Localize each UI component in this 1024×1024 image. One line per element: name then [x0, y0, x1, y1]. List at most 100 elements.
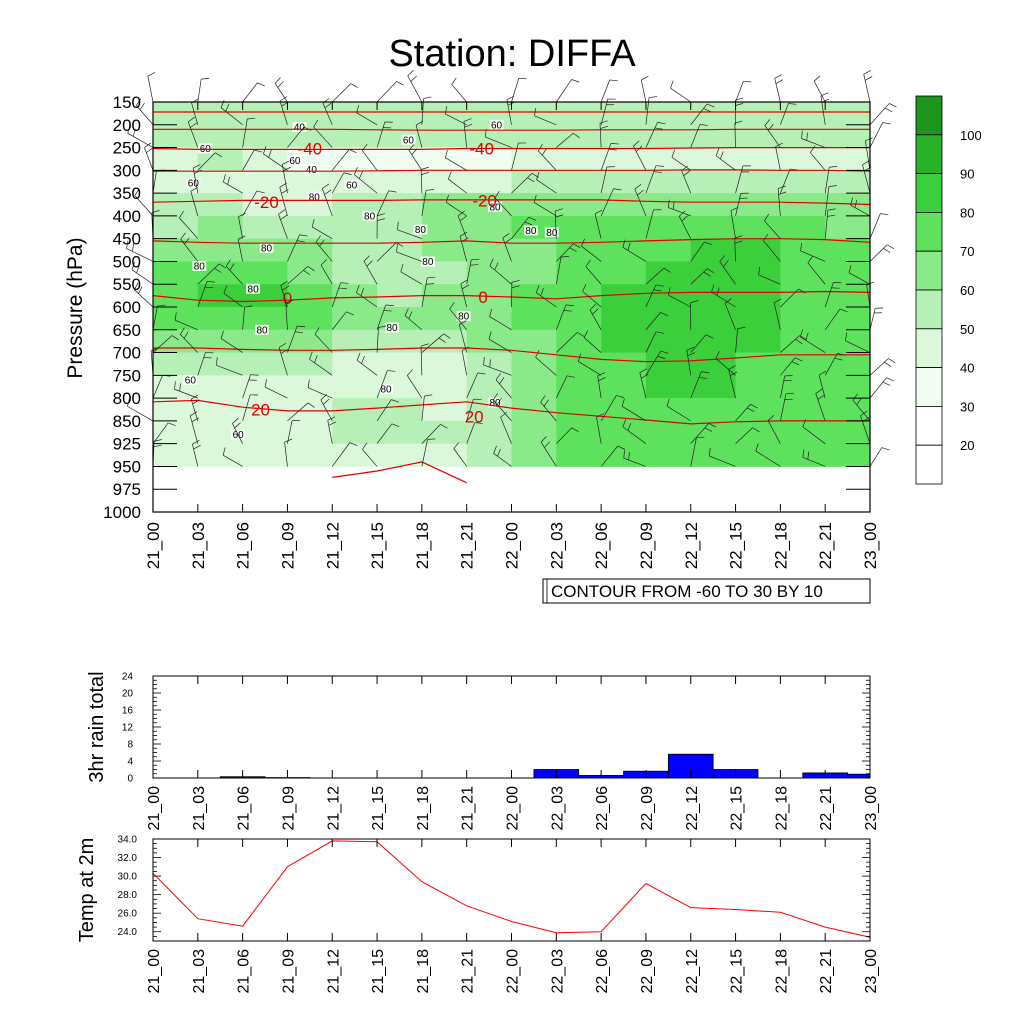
wind-barb [242, 149, 263, 171]
time-tick-label: 21_12 [325, 786, 342, 831]
pressure-tick-label: 850 [113, 412, 141, 431]
wind-barb [126, 240, 154, 262]
time-tick-label: 22_18 [773, 786, 790, 831]
humidity-cell [556, 193, 602, 217]
wind-barb [535, 285, 557, 308]
svg-text:40: 40 [306, 165, 318, 176]
humidity-contour-label: 80 [379, 384, 394, 396]
humidity-cell [197, 398, 244, 422]
time-tick: 22_15 [727, 102, 746, 569]
humidity-cell [377, 147, 423, 171]
time-tick-label: 21_00 [146, 786, 163, 831]
pressure-tick: 500 [113, 252, 870, 271]
temperature-contour [152, 238, 871, 244]
temp2m-y-tick-label: 30.0 [118, 872, 138, 883]
time-tick-label: 22_21 [818, 786, 835, 831]
wind-barb [376, 304, 394, 330]
time-tick-label: 21_06 [236, 786, 253, 831]
time-tick-label: 21_03 [189, 522, 208, 569]
pressure-tick-label: 200 [113, 116, 141, 135]
wind-barb [242, 117, 256, 148]
wind-barb [540, 395, 557, 422]
colorbar-label: 50 [960, 322, 974, 337]
pressure-tick: 950 [113, 457, 870, 476]
humidity-cell [556, 170, 602, 194]
wind-barb [824, 308, 848, 330]
colorbar-label: 20 [960, 438, 974, 453]
humidity-cell [556, 147, 602, 171]
humidity-cell [511, 329, 557, 353]
wind-barb [353, 167, 378, 194]
svg-text:-20: -20 [254, 193, 279, 212]
humidity-cell [197, 215, 244, 240]
wind-barb [511, 216, 537, 239]
colorbar-box [915, 134, 943, 175]
sounding-time-section: 40 40 60 60 60 60 60 60 80 80 80 80 80 80 80 80 80 80 80 80… [103, 70, 897, 569]
wind-barb [681, 165, 692, 194]
time-tick: 22_12 [682, 102, 701, 569]
wind-barb [376, 121, 393, 148]
wind-barb [755, 443, 781, 467]
wind-barb [540, 436, 557, 467]
temp2m-line [152, 840, 871, 938]
wind-barb [309, 351, 333, 376]
humidity-cell [690, 193, 736, 217]
humidity-cell [287, 307, 333, 331]
pressure-tick: 700 [113, 344, 870, 363]
humidity-contour-label: 80 [456, 311, 471, 323]
time-tick-label: 22_18 [771, 522, 790, 569]
temperature-contour [153, 347, 870, 363]
wind-barb [320, 394, 333, 422]
wind-barb [264, 379, 288, 399]
time-tick: 22_00 [505, 676, 522, 831]
wind-barb [511, 78, 527, 103]
pressure-tick: 925 [113, 435, 870, 454]
humidity-cell [242, 329, 288, 353]
humidity-cell [421, 307, 468, 331]
pressure-axis-label: Pressure (hPa) [64, 237, 87, 378]
time-tick: 22_06 [592, 102, 611, 569]
time-tick: 22_03 [549, 676, 566, 831]
wind-barb [461, 346, 470, 376]
wind-barb [690, 334, 714, 353]
wind-barb [818, 370, 827, 399]
temp2m-series [152, 840, 871, 938]
humidity-contour-label: 80 [362, 210, 377, 222]
wind-barb [869, 377, 895, 399]
wind-barb [190, 394, 200, 421]
time-tick: 22_06 [594, 839, 611, 994]
rain-y-tick-label: 24 [122, 672, 134, 683]
time-tick-label: 21_18 [415, 786, 432, 831]
wind-barb [376, 190, 397, 217]
humidity-cell [511, 193, 557, 217]
humidity-cell [153, 352, 199, 376]
time-tick: 21_12 [325, 676, 342, 831]
wind-barb [813, 75, 826, 103]
time-tick: 22_18 [773, 839, 790, 994]
svg-text:80: 80 [248, 284, 260, 295]
pressure-tick-label: 550 [113, 275, 141, 294]
colorbar-label: 100 [960, 128, 982, 143]
time-tick: 22_12 [684, 839, 701, 994]
wind-barb [690, 241, 712, 262]
wind-barb [356, 284, 378, 308]
time-tick-label: 21_00 [144, 522, 163, 569]
temperature-contour-label: -20 [472, 191, 497, 210]
pressure-tick: 975 [113, 480, 870, 499]
humidity-cell [735, 352, 781, 376]
wind-barb [634, 183, 647, 217]
wind-barb [489, 258, 512, 285]
humidity-cell [377, 215, 423, 240]
pressure-tick: 200 [113, 116, 870, 135]
wind-barb [287, 266, 315, 285]
wind-barb [730, 207, 739, 239]
time-tick: 21_18 [415, 839, 432, 994]
humidity-contour-label: 80 [413, 224, 428, 236]
temp2m-y-tick-label: 32.0 [118, 853, 138, 864]
time-tick: 21_12 [325, 839, 342, 994]
temp2m-x-ticks: 21_00 21_03 21_06 21_09 21_12 21_15 21_18 21_21… [146, 839, 880, 994]
pressure-tick: 150 [113, 93, 870, 112]
humidity-cell [780, 307, 826, 331]
time-tick-label: 23_00 [863, 949, 880, 994]
humidity-cell [287, 398, 333, 422]
